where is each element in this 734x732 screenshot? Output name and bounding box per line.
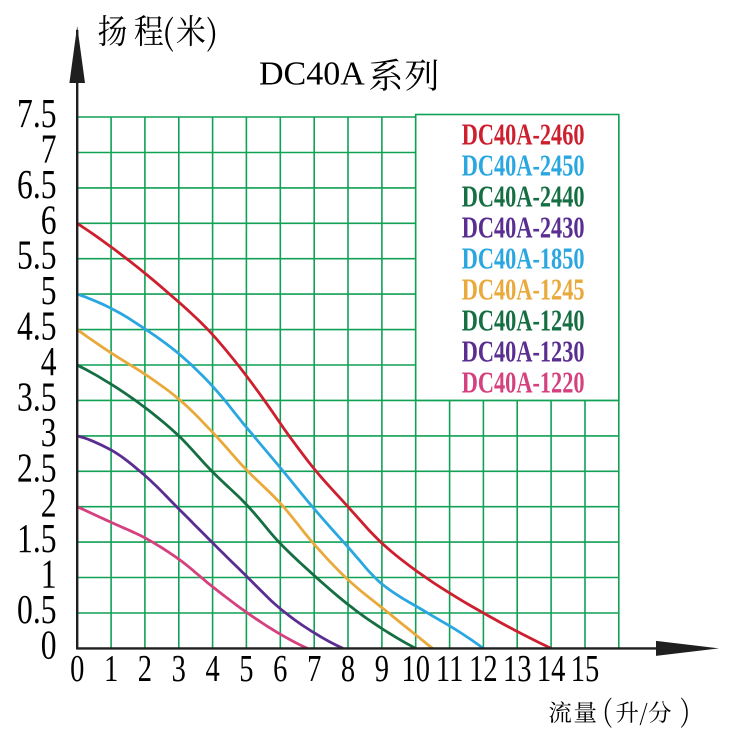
svg-text:8: 8: [341, 648, 355, 690]
svg-text:DC40A-1240: DC40A-1240: [462, 303, 585, 337]
svg-text:5: 5: [239, 648, 253, 690]
svg-text:DC40A-1220: DC40A-1220: [462, 365, 585, 399]
svg-text:4: 4: [205, 648, 219, 690]
svg-text:7: 7: [307, 648, 321, 690]
svg-text:DC40A: DC40A: [259, 55, 365, 92]
svg-text:1: 1: [41, 551, 57, 597]
svg-text:DC40A-2450: DC40A-2450: [462, 148, 585, 182]
svg-text:10: 10: [401, 648, 429, 690]
svg-text:2.5: 2.5: [17, 444, 56, 490]
svg-text:DC40A-2430: DC40A-2430: [462, 210, 585, 244]
svg-text:1.5: 1.5: [17, 515, 56, 561]
svg-text:0: 0: [70, 648, 84, 690]
svg-text:7: 7: [41, 126, 57, 172]
svg-text:5.5: 5.5: [17, 232, 56, 278]
svg-text:14: 14: [537, 648, 566, 690]
svg-text:12: 12: [469, 648, 497, 690]
svg-text:6: 6: [41, 196, 57, 242]
svg-text:9: 9: [375, 648, 389, 690]
svg-text:DC40A-2440: DC40A-2440: [462, 179, 585, 213]
svg-text:2: 2: [41, 480, 57, 526]
svg-text:4.5: 4.5: [17, 303, 56, 349]
svg-text:DC40A-1850: DC40A-1850: [462, 241, 585, 275]
svg-text:4: 4: [41, 338, 57, 384]
svg-text:1: 1: [104, 648, 118, 690]
svg-text:3: 3: [172, 648, 186, 690]
svg-text:13: 13: [503, 648, 531, 690]
svg-text:DC40A-1230: DC40A-1230: [462, 334, 585, 368]
svg-text:11: 11: [436, 648, 463, 690]
svg-text:15: 15: [571, 648, 599, 690]
svg-text:0: 0: [41, 621, 57, 667]
svg-text:DC40A-1245: DC40A-1245: [462, 272, 585, 306]
svg-text:DC40A-2460: DC40A-2460: [462, 117, 585, 151]
svg-text:6.5: 6.5: [17, 161, 56, 207]
svg-text:0.5: 0.5: [17, 586, 56, 632]
svg-text:6: 6: [273, 648, 287, 690]
svg-text:3: 3: [41, 409, 57, 455]
svg-text:7.5: 7.5: [17, 90, 56, 136]
svg-text:5: 5: [41, 267, 57, 313]
svg-text:3.5: 3.5: [17, 373, 56, 419]
svg-text:2: 2: [138, 648, 152, 690]
